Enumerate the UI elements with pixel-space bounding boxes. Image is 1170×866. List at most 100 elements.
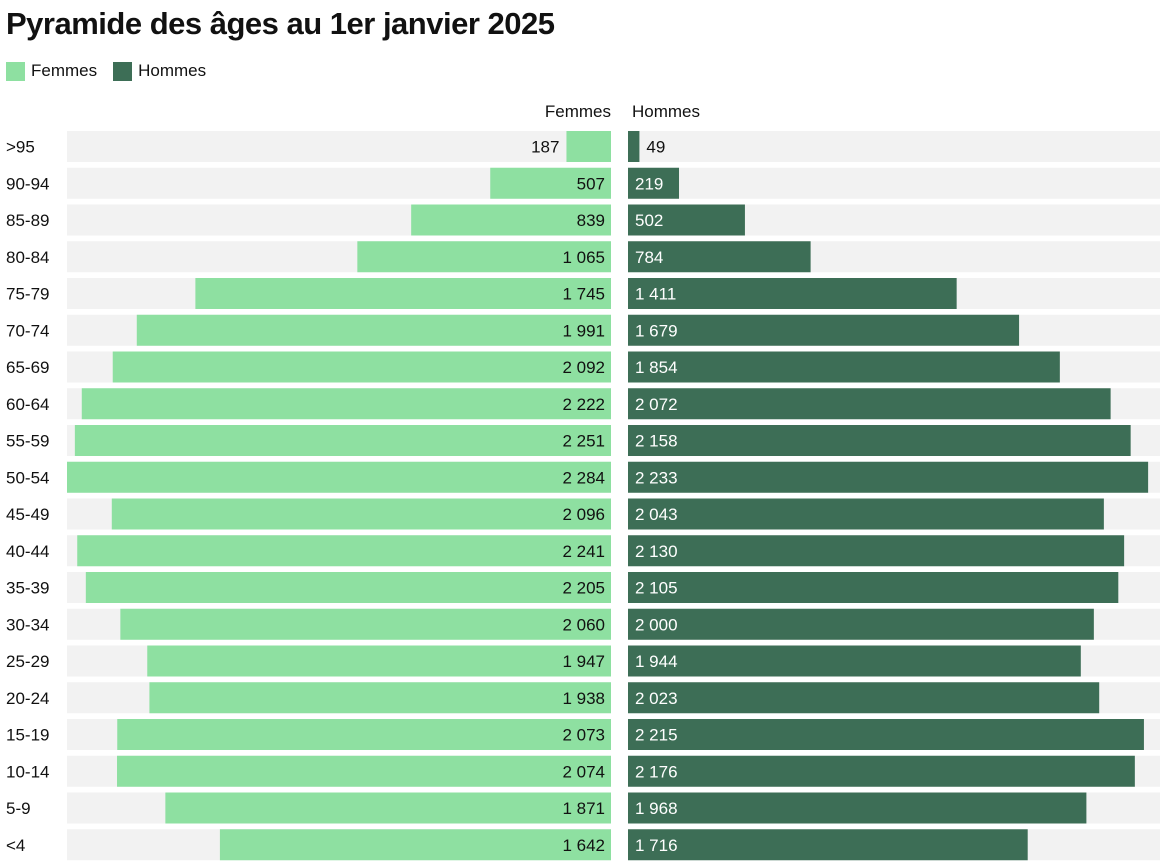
age-group-label: 35-39 <box>6 579 49 598</box>
bar-hommes[interactable] <box>628 792 1087 824</box>
bar-hommes[interactable] <box>628 829 1028 861</box>
age-group-label: 30-34 <box>6 615 49 634</box>
bar-femmes[interactable] <box>67 461 611 493</box>
track-femmes <box>67 131 611 162</box>
data-label-hommes: 49 <box>646 138 665 157</box>
data-label-femmes: 187 <box>531 138 559 157</box>
data-label-femmes: 2 251 <box>562 432 605 451</box>
bar-femmes[interactable] <box>411 204 611 236</box>
data-label-hommes: 1 411 <box>635 285 676 304</box>
bar-femmes[interactable] <box>111 498 611 530</box>
data-label-femmes: 2 222 <box>562 395 605 414</box>
data-label-hommes: 2 233 <box>635 468 678 487</box>
bar-femmes[interactable] <box>490 167 611 199</box>
bar-femmes[interactable] <box>112 351 612 383</box>
legend-label-femmes: Femmes <box>31 61 98 80</box>
column-label-femmes: Femmes <box>544 102 611 121</box>
bar-femmes[interactable] <box>566 131 611 162</box>
age-group-label: <4 <box>6 836 25 855</box>
age-group-label: 55-59 <box>6 432 49 451</box>
data-label-hommes: 502 <box>635 211 663 230</box>
bar-hommes[interactable] <box>628 278 957 309</box>
bar-femmes[interactable] <box>117 755 611 787</box>
data-label-hommes: 2 105 <box>635 579 678 598</box>
age-group-label: 50-54 <box>6 468 49 487</box>
data-label-femmes: 2 060 <box>562 615 605 634</box>
age-group-label: 40-44 <box>6 542 49 561</box>
bar-femmes[interactable] <box>120 608 611 640</box>
data-label-femmes: 1 745 <box>562 285 605 304</box>
bar-femmes[interactable] <box>219 829 611 861</box>
data-label-femmes: 2 074 <box>562 762 605 781</box>
data-label-femmes: 2 096 <box>562 505 605 524</box>
bar-hommes[interactable] <box>628 719 1144 750</box>
column-label-hommes: Hommes <box>632 102 701 121</box>
data-label-hommes: 1 679 <box>635 321 678 340</box>
data-label-hommes: 2 130 <box>635 542 678 561</box>
bar-hommes[interactable] <box>628 682 1100 714</box>
bar-hommes[interactable] <box>628 755 1135 787</box>
data-label-femmes: 2 092 <box>562 358 605 377</box>
data-label-femmes: 839 <box>577 211 605 230</box>
bar-hommes[interactable] <box>628 351 1060 383</box>
bar-hommes[interactable] <box>628 204 745 236</box>
bar-femmes[interactable] <box>357 241 611 273</box>
age-group-label: 85-89 <box>6 211 49 230</box>
age-group-label: 60-64 <box>6 395 49 414</box>
data-label-hommes: 1 968 <box>635 799 678 818</box>
bar-femmes[interactable] <box>147 645 611 677</box>
bar-femmes[interactable] <box>149 682 612 714</box>
bar-femmes[interactable] <box>81 388 611 420</box>
bar-hommes[interactable] <box>628 498 1104 530</box>
data-label-hommes: 2 023 <box>635 689 678 708</box>
data-label-hommes: 2 176 <box>635 762 678 781</box>
bar-hommes[interactable] <box>628 314 1020 346</box>
bar-hommes[interactable] <box>628 241 811 273</box>
age-group-label: >95 <box>6 138 35 157</box>
age-group-label: 65-69 <box>6 358 49 377</box>
bar-femmes[interactable] <box>117 719 612 750</box>
legend-item-hommes[interactable]: Hommes <box>113 61 206 81</box>
age-group-label: 5-9 <box>6 799 31 818</box>
data-label-hommes: 2 215 <box>635 726 678 745</box>
legend-swatch-hommes <box>113 61 133 81</box>
bar-hommes[interactable] <box>628 131 640 162</box>
data-label-hommes: 2 000 <box>635 615 678 634</box>
age-group-label: 80-84 <box>6 248 49 267</box>
bar-femmes[interactable] <box>85 572 612 603</box>
legend-swatch-femmes <box>6 61 25 81</box>
bar-femmes[interactable] <box>77 535 611 567</box>
data-label-hommes: 219 <box>635 174 663 193</box>
data-label-hommes: 2 158 <box>635 432 678 451</box>
legend-item-femmes[interactable]: Femmes <box>6 61 97 81</box>
bar-hommes[interactable] <box>628 572 1119 603</box>
age-group-label: 70-74 <box>6 321 49 340</box>
bar-hommes[interactable] <box>628 535 1125 567</box>
track-hommes <box>628 131 1160 162</box>
bar-femmes[interactable] <box>195 278 611 309</box>
data-label-hommes: 1 854 <box>635 358 678 377</box>
bar-hommes[interactable] <box>628 645 1081 677</box>
bar-hommes[interactable] <box>628 425 1131 456</box>
age-group-label: 15-19 <box>6 726 49 745</box>
bar-hommes[interactable] <box>628 167 680 199</box>
bar-hommes[interactable] <box>628 608 1094 640</box>
data-label-hommes: 2 043 <box>635 505 678 524</box>
data-label-femmes: 2 205 <box>562 579 605 598</box>
data-label-hommes: 1 716 <box>635 836 678 855</box>
age-group-label: 45-49 <box>6 505 49 524</box>
legend-label-hommes: Hommes <box>138 61 207 80</box>
data-label-femmes: 1 642 <box>562 836 605 855</box>
chart-title: Pyramide des âges au 1er janvier 2025 <box>6 6 555 41</box>
data-label-hommes: 2 072 <box>635 395 678 414</box>
bar-hommes[interactable] <box>628 388 1111 420</box>
legend: Femmes Hommes <box>6 60 222 82</box>
data-label-femmes: 2 241 <box>562 542 605 561</box>
age-group-label: 90-94 <box>6 174 49 193</box>
data-label-femmes: 2 073 <box>562 726 605 745</box>
bar-hommes[interactable] <box>628 461 1149 493</box>
bar-femmes[interactable] <box>74 425 612 456</box>
bar-femmes[interactable] <box>165 792 611 824</box>
bar-femmes[interactable] <box>136 314 611 346</box>
